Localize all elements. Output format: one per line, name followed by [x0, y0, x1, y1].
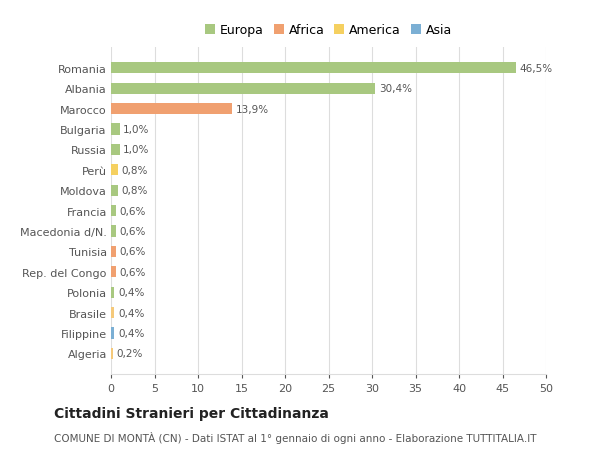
Text: 1,0%: 1,0%: [123, 145, 149, 155]
Bar: [111, 226, 116, 237]
Bar: [111, 308, 115, 319]
Text: 0,4%: 0,4%: [118, 308, 145, 318]
Bar: [111, 348, 113, 359]
Bar: [111, 145, 120, 156]
Bar: [111, 84, 376, 95]
Bar: [111, 287, 115, 298]
Bar: [111, 63, 515, 74]
Bar: [111, 104, 232, 115]
Text: 0,6%: 0,6%: [120, 267, 146, 277]
Text: 0,6%: 0,6%: [120, 226, 146, 236]
Text: 13,9%: 13,9%: [235, 104, 269, 114]
Text: 0,6%: 0,6%: [120, 206, 146, 216]
Text: 30,4%: 30,4%: [379, 84, 412, 94]
Text: 0,8%: 0,8%: [121, 186, 148, 196]
Bar: [111, 206, 116, 217]
Bar: [111, 185, 118, 196]
Bar: [111, 124, 120, 135]
Text: COMUNE DI MONTÀ (CN) - Dati ISTAT al 1° gennaio di ogni anno - Elaborazione TUTT: COMUNE DI MONTÀ (CN) - Dati ISTAT al 1° …: [54, 431, 536, 443]
Bar: [111, 165, 118, 176]
Bar: [111, 246, 116, 257]
Bar: [111, 328, 115, 339]
Text: 0,8%: 0,8%: [121, 165, 148, 175]
Legend: Europa, Africa, America, Asia: Europa, Africa, America, Asia: [202, 22, 455, 40]
Text: 0,6%: 0,6%: [120, 247, 146, 257]
Text: 1,0%: 1,0%: [123, 125, 149, 134]
Text: 0,2%: 0,2%: [116, 349, 143, 358]
Text: Cittadini Stranieri per Cittadinanza: Cittadini Stranieri per Cittadinanza: [54, 406, 329, 420]
Text: 46,5%: 46,5%: [519, 64, 552, 73]
Text: 0,4%: 0,4%: [118, 328, 145, 338]
Bar: [111, 267, 116, 278]
Text: 0,4%: 0,4%: [118, 288, 145, 297]
